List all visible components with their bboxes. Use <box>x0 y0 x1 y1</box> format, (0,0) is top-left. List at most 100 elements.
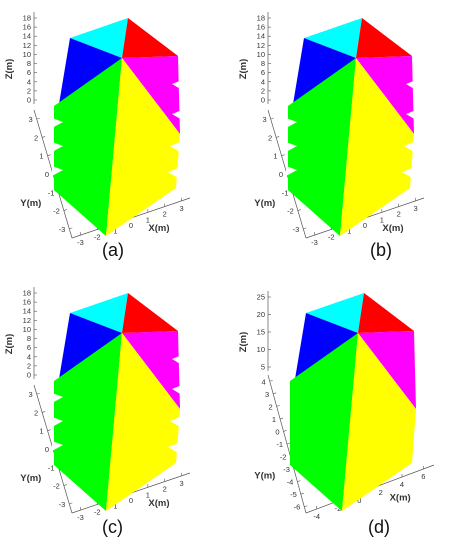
z-tick-label: 4 <box>261 77 265 86</box>
z-tick-label: 2 <box>27 361 31 370</box>
z-tick-label: 18 <box>23 14 31 23</box>
z-tick-label: 16 <box>257 23 265 32</box>
edge-speckle <box>338 23 341 26</box>
left-eave-notch <box>52 417 63 427</box>
y-tick-mark <box>279 417 284 420</box>
y-tick-label: -1 <box>282 188 289 197</box>
edge-speckle <box>401 45 404 48</box>
y-tick-label: -2 <box>53 207 60 216</box>
edge-speckle <box>407 49 410 52</box>
y-tick-label: -4 <box>287 478 294 487</box>
z-tick-label: 20 <box>257 310 265 319</box>
left-eave-notch <box>286 118 297 128</box>
x-tick-label: 2 <box>163 485 167 494</box>
x-tick-label: 0 <box>129 496 133 505</box>
x-tick-label: 0 <box>129 221 133 230</box>
x-axis-label: X(m) <box>148 498 169 509</box>
panel-d-figure: 252015105Z(m)43210-1-2-3-4-5-6Y(m)-4-202… <box>238 291 435 521</box>
y-axis-label: Y(m) <box>20 473 41 484</box>
y-tick-label: -1 <box>48 188 55 197</box>
y-tick-label: -1 <box>276 440 283 449</box>
green-front-face <box>290 333 358 511</box>
y-tick-label: -2 <box>280 453 287 462</box>
x-tick-label: -3 <box>77 513 84 522</box>
y-tick-label: -6 <box>294 503 301 512</box>
panel-a: 18 16 14 12 10 8 6 4 2 0 Z(m) 3 2 1 0 -1 -2 -3 Y(m) -3 -2 -1 0… <box>0 0 234 275</box>
yellow-front-face <box>106 58 180 236</box>
z-tick-label: 0 <box>261 96 265 105</box>
x-tick-label: -2 <box>94 232 101 241</box>
x-tick-label: 6 <box>421 472 425 481</box>
panel-c: 18 16 14 12 10 8 6 4 2 0 Z(m) 3 2 1 0 -1 -2 -3 Y(m) -3 -2 -1 0… <box>0 275 234 550</box>
right-eave-notch <box>172 355 182 365</box>
z-tick-label: 8 <box>27 334 31 343</box>
z-tick-label: 4 <box>27 352 31 361</box>
y-tick-mark <box>42 411 46 413</box>
magenta-right-face <box>122 56 180 134</box>
edge-speckle <box>352 19 355 22</box>
x-tick-label: -1 <box>345 227 352 236</box>
x-tick-label: 2 <box>163 210 167 219</box>
edge-speckle <box>347 20 350 23</box>
z-tick-label: 10 <box>23 325 31 334</box>
y-tick-label: 4 <box>262 377 266 386</box>
z-tick-label: 10 <box>257 50 265 59</box>
z-tick-label: 25 <box>257 293 265 302</box>
y-tick-mark <box>283 430 287 432</box>
x-axis-label: X(m) <box>382 223 403 234</box>
y-axis-label: Y(m) <box>254 198 275 209</box>
cyan-roof-face <box>70 18 128 58</box>
z-tick-label: 0 <box>27 96 31 105</box>
left-eave-notch <box>52 166 63 176</box>
x-tick-label: 0 <box>357 496 361 505</box>
edge-speckle <box>374 24 377 27</box>
y-axis-label: Y(m) <box>254 470 275 481</box>
magenta-right-face <box>358 331 416 409</box>
green-front-face <box>54 333 122 511</box>
y-tick-label: 0 <box>275 427 279 436</box>
y-tick-label: 0 <box>45 170 49 179</box>
green-front-face <box>54 58 122 236</box>
edge-speckle <box>379 28 382 31</box>
green-front-face <box>288 58 356 236</box>
x-tick-label: 3 <box>179 479 183 488</box>
right-eave-notch <box>406 110 416 120</box>
z-tick-label: 16 <box>23 298 31 307</box>
z-tick-label: 8 <box>261 59 265 68</box>
y-tick-label: -5 <box>290 490 297 499</box>
edge-speckle <box>413 54 415 56</box>
y-tick-label: 0 <box>45 445 49 454</box>
y-tick-label: 1 <box>39 152 43 161</box>
y-tick-mark <box>36 392 40 395</box>
y-tick-mark <box>47 429 51 431</box>
y-tick-mark <box>36 117 40 120</box>
caption-b: (b) <box>370 240 392 260</box>
panel-b: 18 16 14 12 10 8 6 4 2 0 Z(m) 3 2 1 0 -1 -2 -3 Y(m) -3 -2 -1 0… <box>234 0 468 275</box>
z-tick-label: 14 <box>23 307 31 316</box>
x-tick-label: 1 <box>146 215 150 224</box>
x-axis-label: X(m) <box>148 223 169 234</box>
x-tick-label: -1 <box>111 502 118 511</box>
y-tick-label: 3 <box>29 390 33 399</box>
x-tick-label: 2 <box>397 210 401 219</box>
y-tick-mark <box>276 136 280 138</box>
y-tick-mark <box>42 136 46 138</box>
left-eave-notch <box>52 118 63 128</box>
panel-d: 25 20 15 10 5 Z(m) 4 3 2 1 0 -1 -2 -3 -4 -5 -6 Y(m) -4 -2 0 2… <box>234 275 468 550</box>
x-tick-label: 3 <box>413 204 417 213</box>
y-tick-label: 1 <box>39 427 43 436</box>
x-tick-label: -3 <box>77 238 84 247</box>
right-eave-notch <box>170 417 180 427</box>
y-tick-mark <box>300 492 304 495</box>
z-tick-label: 10 <box>23 50 31 59</box>
edge-speckle <box>396 41 399 44</box>
edge-speckle <box>363 16 365 18</box>
z-tick-label: 12 <box>23 41 31 50</box>
right-eave-notch <box>172 80 182 90</box>
x-tick-label: -3 <box>311 238 318 247</box>
y-tick-label: 3 <box>265 390 269 399</box>
y-tick-label: 2 <box>268 402 272 411</box>
edge-speckle <box>311 32 314 35</box>
magenta-right-face <box>122 331 180 409</box>
z-axis-label: Z(m) <box>4 59 15 80</box>
